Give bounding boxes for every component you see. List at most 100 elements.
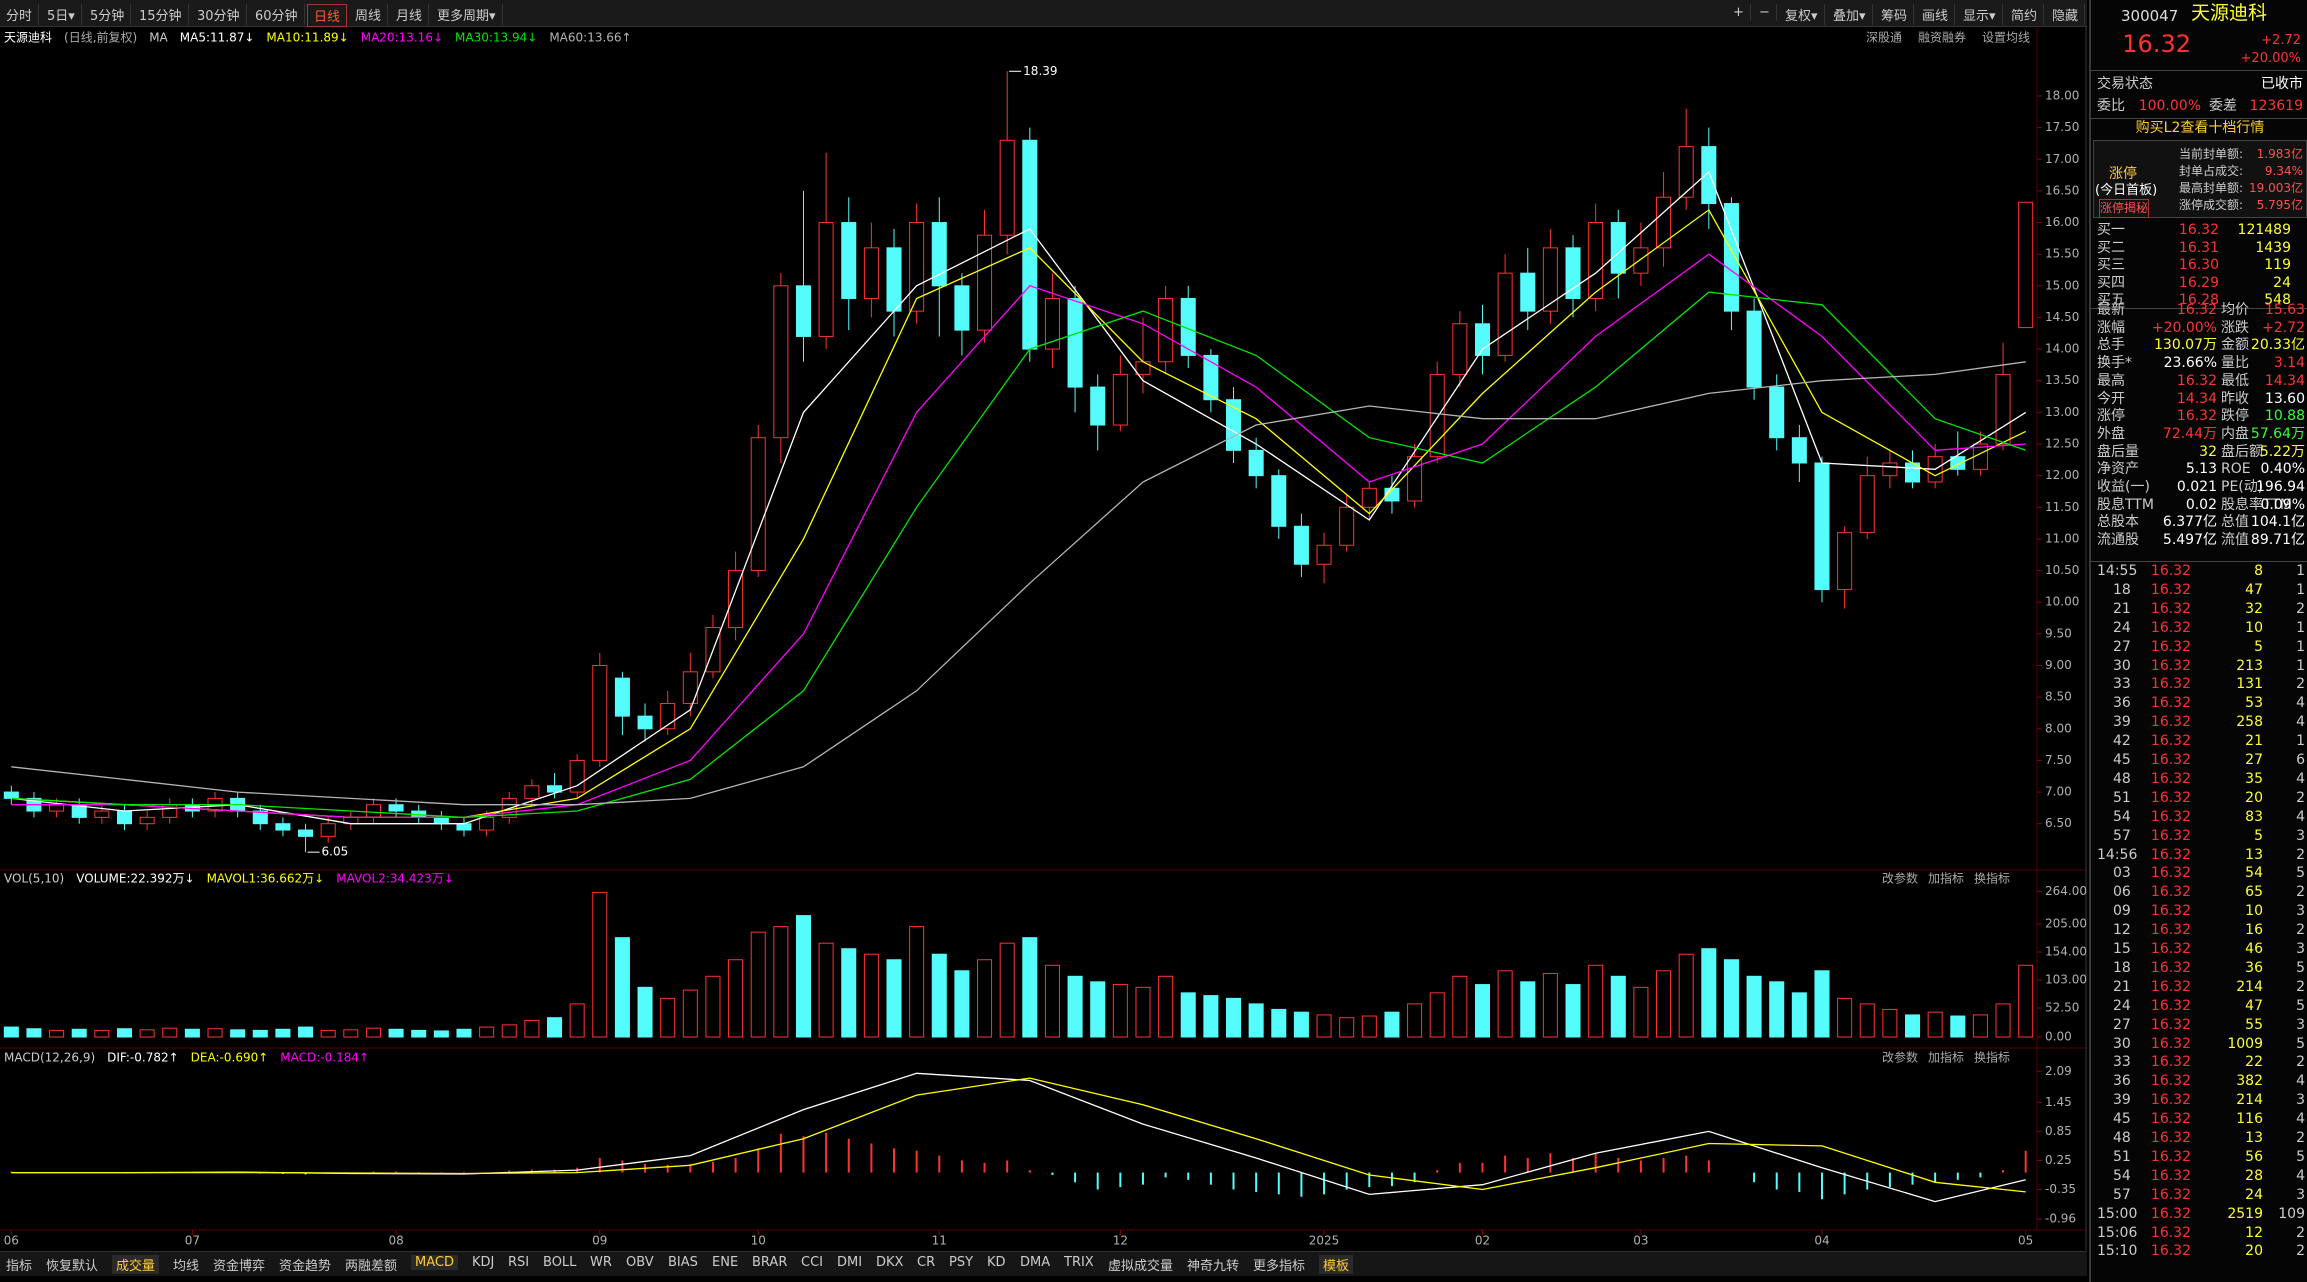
panel-button[interactable]: 换指标 [1974, 871, 2010, 886]
trade-time: 57 [2113, 1186, 2131, 1203]
legend-entry: MA5:11.87↓ [180, 31, 255, 45]
indicator-tab[interactable]: 成交量 [112, 1255, 160, 1274]
indicator-tab[interactable]: BRAR [752, 1255, 788, 1270]
y-tick-label: 16.50 [2045, 183, 2079, 197]
indicator-tab[interactable]: KD [987, 1255, 1006, 1270]
trade-time: 15 [2113, 941, 2131, 957]
stat-value: 14.34 [2176, 390, 2217, 407]
trade-price: 16.32 [2150, 1148, 2191, 1165]
trade-count: 2 [2296, 1130, 2305, 1146]
period-button[interactable]: 更多周期▾ [431, 4, 503, 25]
tool-button[interactable]: 隐藏 [2046, 4, 2086, 25]
period-button[interactable]: 30分钟 [191, 4, 247, 25]
trade-volume: 20 [2245, 1243, 2263, 1260]
status: 已收市 [2261, 76, 2303, 92]
panel-button[interactable]: 加指标 [1928, 871, 1964, 886]
period-button[interactable]: 5日▾ [41, 4, 82, 25]
change-pct: +20.00% [2240, 51, 2301, 66]
indicator-tab[interactable]: BOLL [543, 1255, 577, 1270]
tool-button[interactable]: 复权▾ [1779, 4, 1825, 25]
l2-link[interactable]: 购买L2查看十档行情 [2135, 120, 2265, 136]
period-button[interactable]: 60分钟 [249, 4, 305, 25]
period-button[interactable]: 日线 [307, 4, 348, 27]
stat-value: 0.02 [2185, 496, 2217, 513]
period-button[interactable]: 周线 [349, 4, 389, 25]
panel-button[interactable]: 改参数 [1882, 1050, 1918, 1065]
panel-button[interactable]: 改参数 [1882, 871, 1918, 886]
trade-price: 16.32 [2150, 884, 2191, 901]
indicator-tab[interactable]: 恢复默认 [46, 1259, 99, 1274]
y-tick-label: 154.00 [2045, 945, 2087, 959]
legend-entry: DIF:-0.782↑ [107, 1051, 179, 1065]
indicator-tab[interactable]: 资金趋势 [279, 1259, 332, 1274]
indicator-tab[interactable]: DKX [876, 1255, 904, 1270]
candle-body [1044, 297, 1060, 350]
indicator-tab[interactable]: ENE [712, 1255, 739, 1270]
indicator-tab[interactable]: DMI [837, 1255, 863, 1270]
trade-time: 18 [2113, 959, 2131, 976]
indicator-tab[interactable]: 指标 [6, 1259, 33, 1274]
indicator-tab[interactable]: MACD [411, 1255, 458, 1270]
stat-value: 57.64万 [2250, 425, 2305, 442]
indicator-tab[interactable]: RSI [508, 1255, 530, 1270]
candle-body [365, 804, 381, 818]
period-button[interactable]: 月线 [390, 4, 430, 25]
period-button[interactable]: 5分钟 [84, 4, 132, 25]
indicator-tab[interactable]: 模板 [1319, 1255, 1354, 1274]
tool-button[interactable]: + [1727, 4, 1751, 21]
trade-time: 45 [2113, 752, 2131, 768]
trade-volume: 83 [2245, 808, 2263, 825]
indicator-tab[interactable]: PSY [949, 1255, 974, 1270]
indicator-tab[interactable]: BIAS [668, 1255, 698, 1270]
volume-bar [1950, 1015, 1966, 1038]
indicator-tab[interactable]: 资金博弈 [213, 1259, 266, 1274]
indicator-tab[interactable]: 更多指标 [1253, 1259, 1306, 1274]
tool-button[interactable]: 简约 [2005, 4, 2045, 25]
indicator-tabs: 指标 恢复默认 成交量 均线 资金博弈 资金趋势 两融差额 MACD KDJ RSI BOLL WR O… [0, 1251, 2087, 1276]
indicator-tab[interactable]: DMA [1020, 1255, 1051, 1270]
volume-bar [456, 1028, 472, 1038]
candle-body [841, 222, 857, 299]
candle-body [116, 810, 132, 825]
indicator-tab[interactable]: 虚拟成交量 [1108, 1259, 1174, 1274]
indicator-tab[interactable]: OBV [626, 1255, 654, 1270]
limit-button[interactable]: 涨停揭秘 [2099, 199, 2150, 218]
chart-link[interactable]: 深股通 [1866, 31, 1902, 45]
panel-button[interactable]: 加指标 [1928, 1050, 1964, 1065]
tool-button[interactable]: − [1753, 4, 1777, 21]
volume-bar [999, 942, 1015, 1038]
indicator-tab[interactable]: WR [590, 1255, 612, 1270]
tool-button[interactable]: 叠加▾ [1827, 4, 1873, 25]
tool-button[interactable]: 画线 [1916, 4, 1956, 25]
indicator-tab[interactable]: KDJ [472, 1255, 495, 1270]
period-button[interactable]: 分时 [0, 4, 40, 25]
indicator-tab[interactable]: 均线 [173, 1259, 200, 1274]
indicator-tab[interactable]: CR [917, 1255, 936, 1270]
indicator-tab[interactable]: TRIX [1064, 1255, 1094, 1270]
candle-body [1610, 222, 1626, 274]
trade-count: 2 [2296, 600, 2305, 617]
stat-label: 均价 [2221, 302, 2249, 318]
tool-button[interactable]: 筹码 [1875, 4, 1915, 25]
candle-body [1158, 297, 1174, 363]
chart-link[interactable]: 设置均线 [1982, 31, 2030, 45]
y-tick-label: 13.00 [2045, 405, 2079, 419]
candle-body [795, 285, 811, 337]
chart-link[interactable]: 融资融券 [1918, 30, 1966, 45]
indicator-tab[interactable]: CCI [801, 1255, 823, 1270]
period-button[interactable]: 15分钟 [133, 4, 189, 25]
candle-body [1520, 272, 1536, 312]
volume-bar [1859, 1003, 1875, 1038]
trade-time: 27 [2113, 1016, 2131, 1033]
trade-volume: 20 [2245, 789, 2263, 806]
trade-count: 2 [2296, 884, 2305, 901]
volume-bar [1248, 1003, 1264, 1038]
panel-button[interactable]: 换指标 [1974, 1050, 2010, 1065]
tool-button[interactable]: 显示▾ [1957, 4, 2003, 25]
volume-bar [1339, 1017, 1355, 1038]
indicator-tab[interactable]: 两融差额 [345, 1259, 398, 1274]
volume-bar [252, 1029, 268, 1038]
stat-value: 10.88 [2264, 408, 2305, 425]
indicator-tab[interactable]: 神奇九转 [1187, 1259, 1240, 1274]
trade-price: 16.32 [2150, 997, 2191, 1014]
